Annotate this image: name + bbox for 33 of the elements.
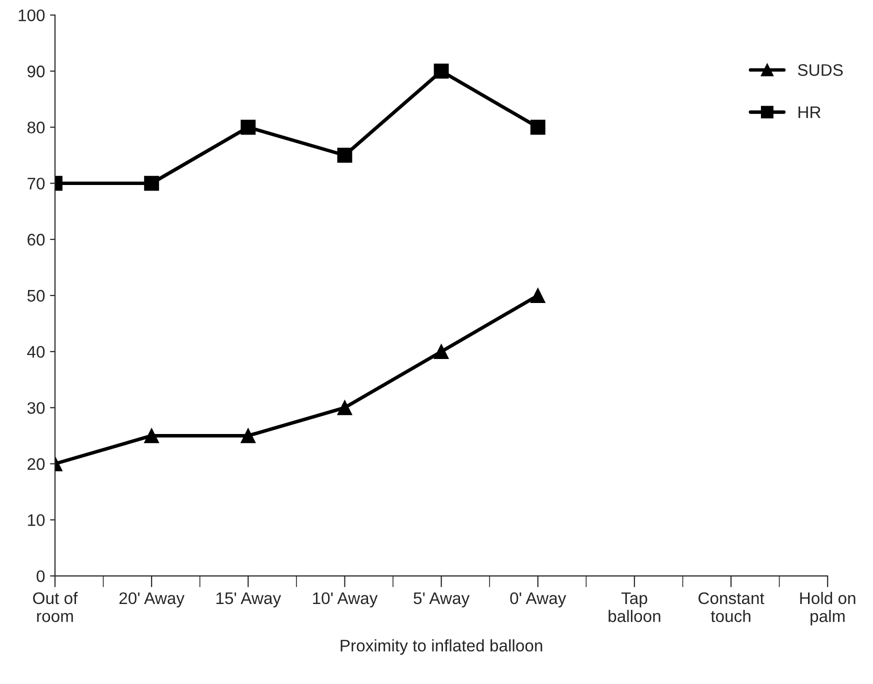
x-tick-label: 15' Away — [216, 592, 282, 608]
y-tick-label: 20 — [28, 458, 45, 470]
x-tick-label: 5' Away — [414, 592, 470, 608]
legend-label: SUDS — [798, 64, 843, 76]
y-tick-label: 50 — [27, 290, 45, 302]
y-tick-label: 90 — [28, 66, 45, 78]
y-tick-label: 30 — [27, 402, 45, 414]
y-tick-label: 70 — [28, 178, 45, 190]
x-tick-label: 20' Away — [119, 592, 184, 608]
point — [530, 120, 546, 135]
x-tick-label: Tap balloon — [608, 592, 660, 622]
point — [337, 400, 352, 416]
x-axis-title: Proximity to inflated balloon — [340, 639, 542, 655]
point — [240, 120, 256, 135]
y-tick-label: 100 — [18, 9, 45, 22]
point — [144, 428, 160, 444]
point — [434, 64, 449, 79]
y-tick-label: 0 — [36, 570, 45, 582]
point — [530, 288, 546, 303]
x-tick-label: 10' Away — [313, 592, 378, 608]
x-tick-label: 0' Away — [510, 592, 566, 608]
point — [337, 148, 352, 163]
point — [240, 428, 256, 444]
y-tick-label: 40 — [27, 346, 45, 358]
y-tick-label: 60 — [28, 234, 45, 246]
x-tick-label: Out of room — [33, 592, 78, 622]
point — [434, 344, 449, 360]
point — [144, 176, 160, 191]
y-tick-label: 10 — [28, 514, 45, 526]
y-tick-label: 80 — [27, 122, 45, 134]
legend-label: HR — [798, 106, 820, 118]
x-tick-label: Hold on palm — [800, 592, 856, 626]
x-tick-label: Constant touch — [698, 592, 764, 622]
